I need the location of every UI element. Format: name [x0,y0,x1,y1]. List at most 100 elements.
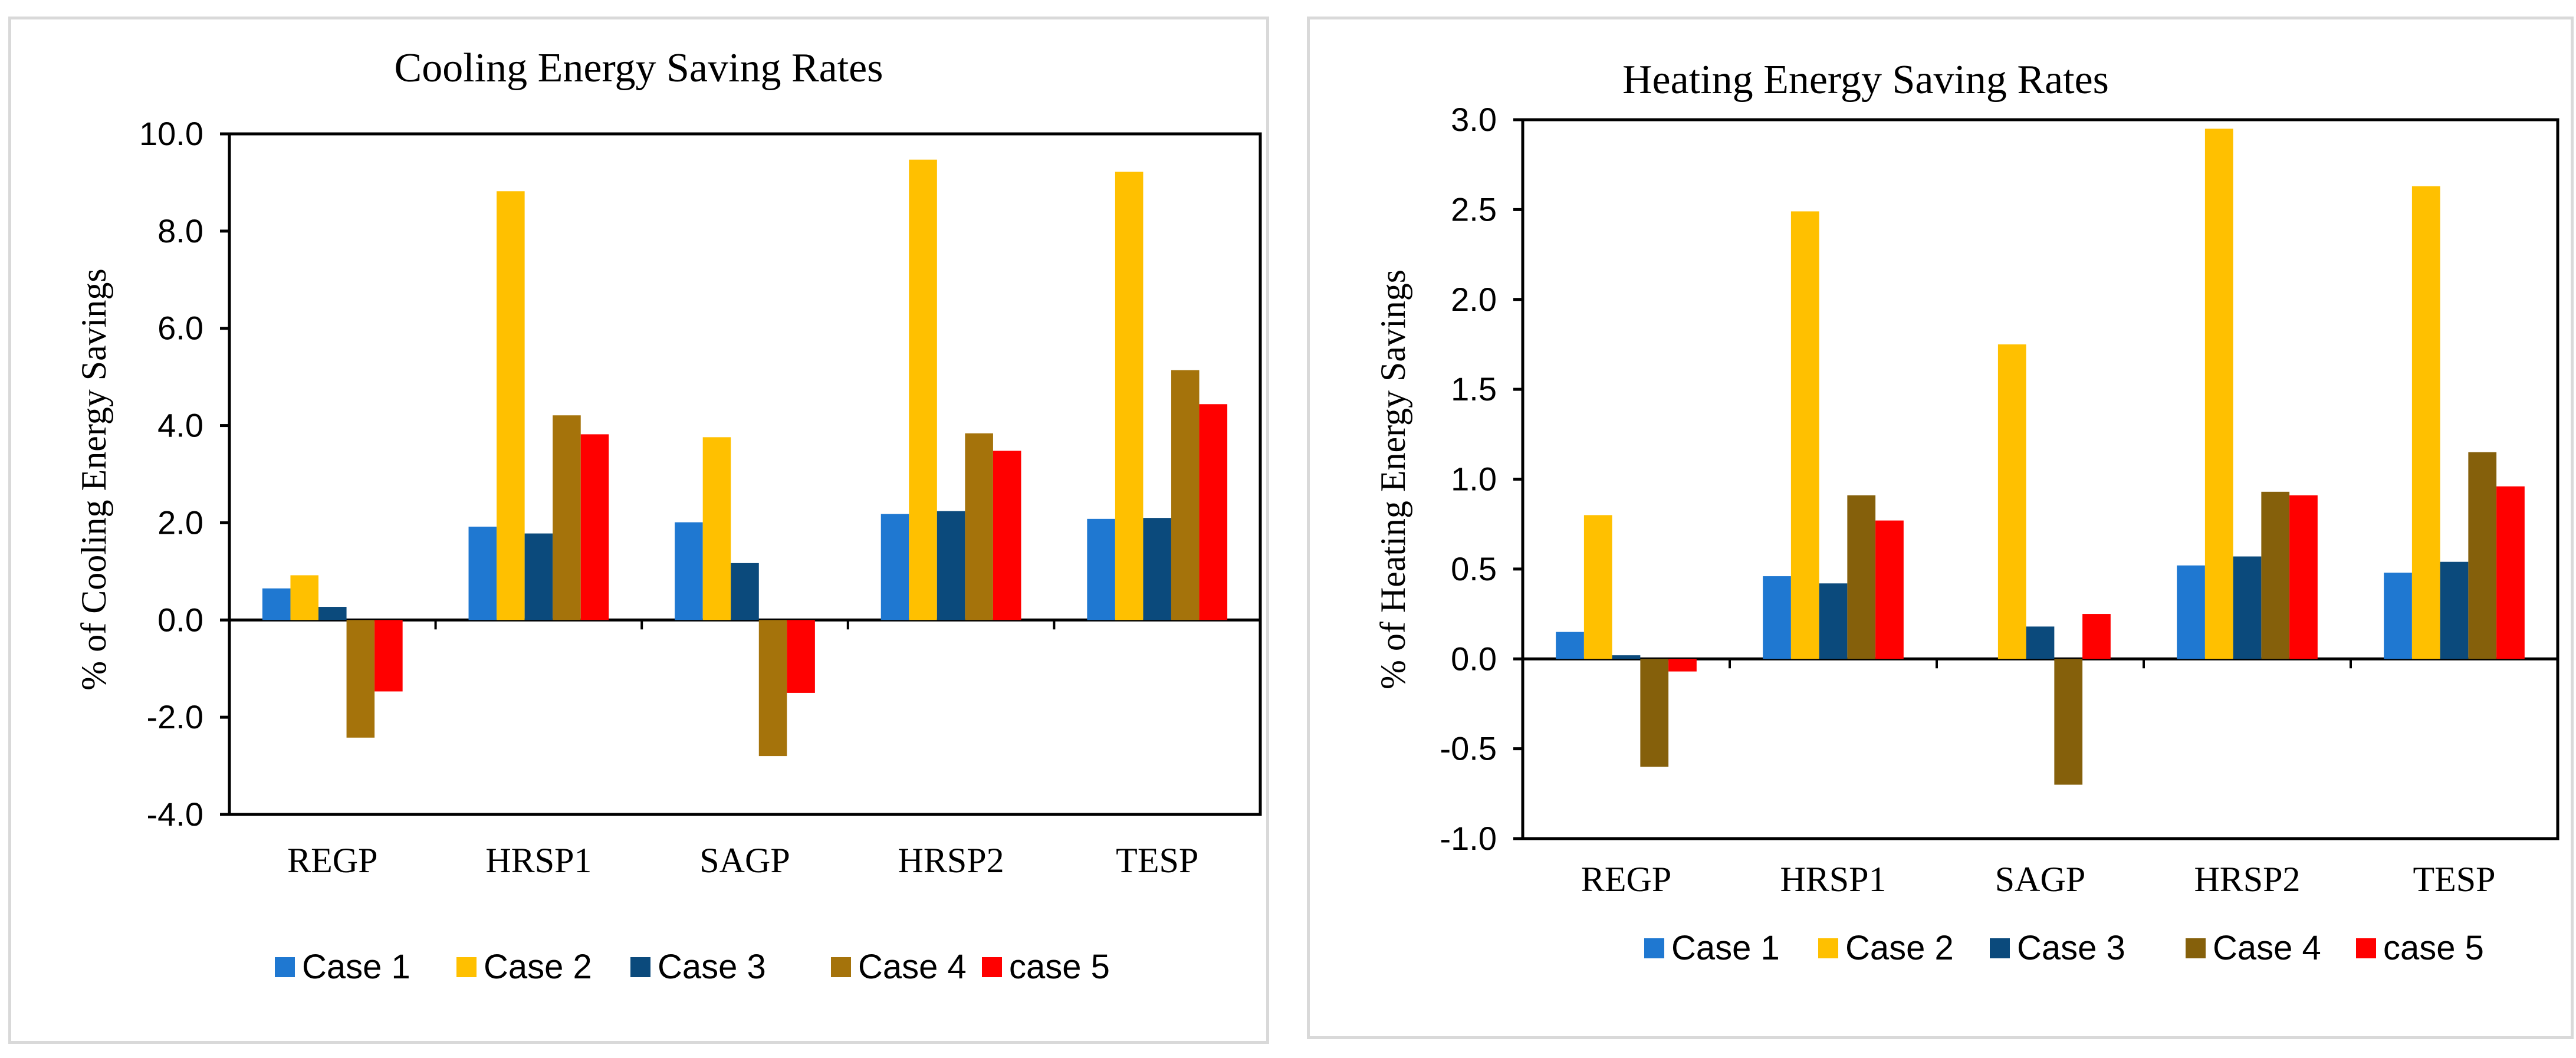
y-tick-label: -2.0 [147,698,204,735]
bar [1847,495,1876,659]
bar [909,159,937,620]
legend: Case 1 Case 2 Case 3 Case 4 case 5 [1644,929,2484,967]
y-tick-label: 0.0 [1451,640,1497,677]
bar [524,533,553,620]
legend-entry: case 5 [1009,948,1110,986]
legend-swatch [1818,938,1838,958]
bar [2054,659,2083,785]
bar [2204,129,2233,659]
legend-swatch [1990,938,2010,958]
legend-entry: Case 2 [1845,929,1954,967]
bar [580,434,609,620]
bar [1583,515,1612,659]
legend-swatch [1644,938,1664,958]
x-tick-label: TESP [2413,860,2495,899]
bar [1997,344,2026,659]
legend-entry: Case 2 [484,948,592,986]
chart-title: Heating Energy Saving Rates [1622,57,2109,103]
legend: Case 1 Case 2 Case 3 Case 4 case 5 [275,948,1110,986]
bar [787,620,815,693]
bar [2082,614,2111,659]
y-tick-label: 2.0 [157,504,203,541]
bar [2440,561,2469,659]
y-axis-label: % of Cooling Energy Savings [74,268,113,691]
bar [553,415,581,620]
x-tick-label: TESP [1116,841,1198,880]
bar [346,620,375,738]
legend-entry: case 5 [2383,929,2484,967]
legend-entry: Case 1 [302,948,410,986]
bar [758,620,787,757]
bar [880,514,909,620]
y-tick-label: 0.0 [157,601,203,638]
bar [1875,520,1904,659]
cooling-chart: Cooling Energy Saving Rates % of Cooling… [74,45,1262,986]
y-tick-label: 1.5 [1451,370,1497,408]
plot-area: -4.0 -2.0 0.0 2.0 4.0 6.0 8.0 10.0 REGP HRSP1 SAGP… [139,115,1262,880]
y-tick-label: 6.0 [157,310,203,347]
x-tick-label: HRSP2 [2194,860,2300,899]
x-tick-label: REGP [287,841,377,880]
bar [1143,518,1171,620]
bar [468,527,497,620]
legend-swatch [275,957,295,977]
y-tick-label: -0.5 [1440,730,1497,767]
bar [2261,491,2290,659]
x-tick-label: HRSP2 [898,841,1004,880]
bar [290,575,319,620]
bar [2026,626,2055,659]
bar [731,563,759,620]
bar [1790,211,1819,659]
heating-chart-panel: Heating Energy Saving Rates % of Heating… [1307,17,2574,1039]
y-tick-label: 2.5 [1451,190,1497,228]
plot-area: -1.0 -0.5 0.0 0.5 1.0 1.5 2.0 2.5 3.0 REGP HRSP1 SA… [1440,101,2559,899]
bar [1115,172,1144,620]
x-tick-label: HRSP1 [485,841,592,880]
bar [1199,404,1228,620]
legend-swatch [831,957,851,977]
bar [1819,583,1848,659]
legend-entry: Case 4 [2213,929,2321,967]
legend-entry: Case 1 [1671,929,1780,967]
bar [2289,495,2318,659]
y-tick-label: 1.0 [1451,461,1497,498]
y-axis-label: % of Heating Energy Savings [1374,270,1412,689]
legend-swatch [630,957,650,977]
plot-frame [1521,118,2559,840]
bar [1556,632,1584,659]
legend-swatch [2356,938,2376,958]
legend-entry: Case 3 [658,948,766,986]
bar [675,522,703,620]
bar [1763,576,1791,659]
bar [497,191,525,620]
bar [965,433,993,620]
bar [1612,655,1641,659]
bar [1087,518,1115,620]
bar [2411,186,2440,659]
legend-swatch [456,957,477,977]
bar [2496,486,2525,659]
bar [2233,556,2262,659]
y-tick-label: 3.0 [1451,101,1497,138]
y-tick-label: 2.0 [1451,281,1497,318]
bar [318,607,347,620]
bar [1171,370,1200,620]
legend-swatch [2186,938,2206,958]
heating-chart: Heating Energy Saving Rates % of Heating… [1374,57,2559,967]
x-tick-label: REGP [1581,860,1671,899]
x-tick-label: HRSP1 [1780,860,1886,899]
bar [1640,659,1669,767]
y-tick-label: -4.0 [147,796,204,833]
x-tick-label: SAGP [1995,860,2085,899]
plot-frame [228,132,1262,816]
bar [937,511,965,620]
bar [702,437,731,620]
bar [2177,565,2205,659]
cooling-chart-panel: Cooling Energy Saving Rates % of Cooling… [8,17,1269,1044]
legend-swatch [982,957,1002,977]
legend-entry: Case 4 [858,948,967,986]
y-tick-label: 0.5 [1451,550,1497,587]
y-tick-label: 4.0 [157,407,203,444]
y-tick-label: 10.0 [139,115,203,152]
bar [1668,659,1697,672]
